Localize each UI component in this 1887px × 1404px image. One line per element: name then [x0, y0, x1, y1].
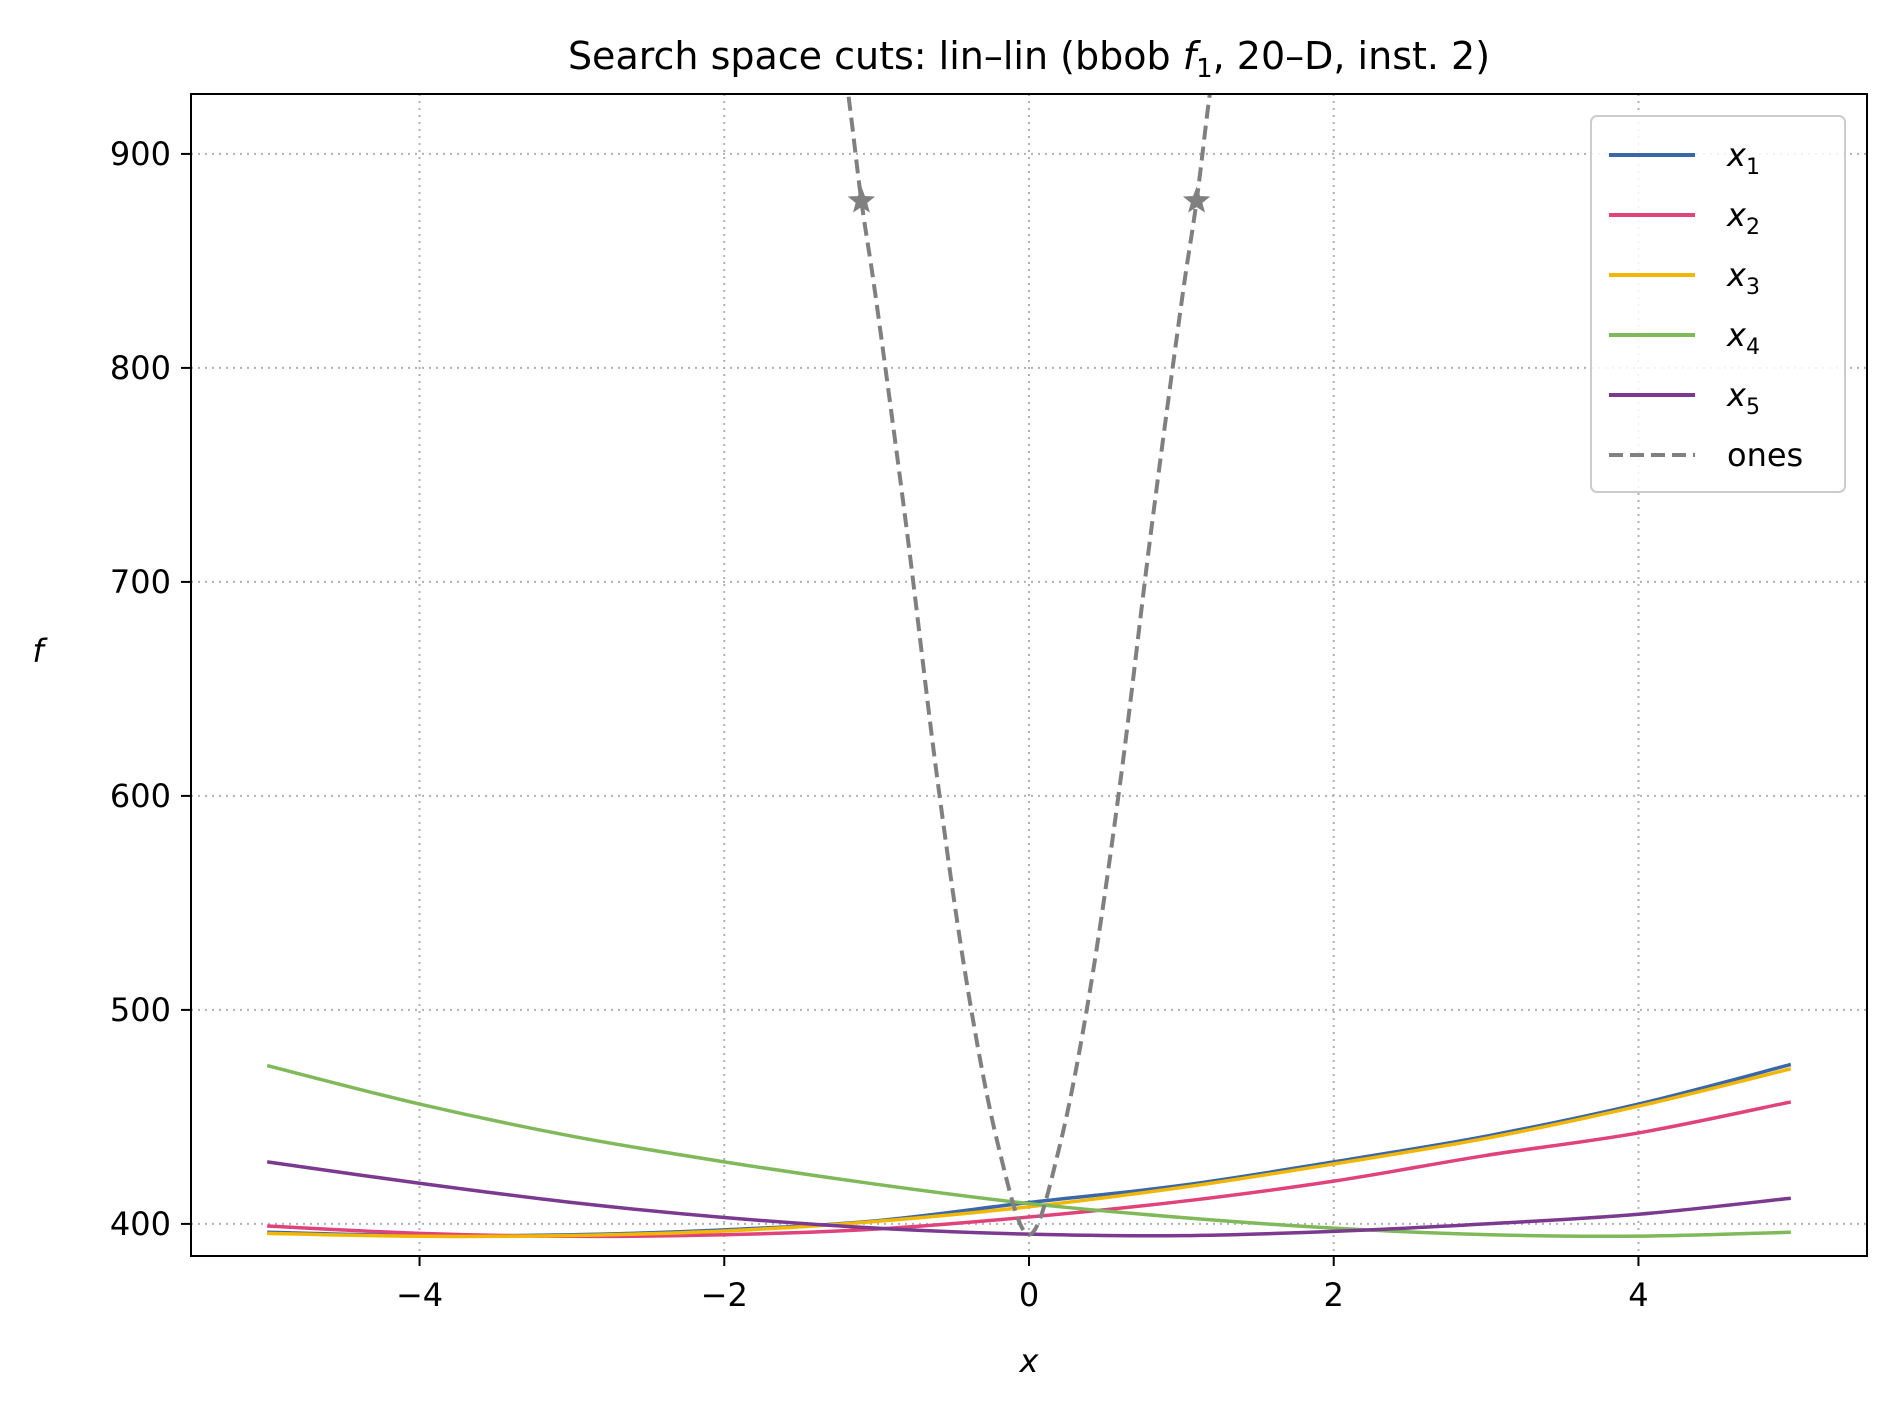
x-axis-label: x	[1019, 1342, 1040, 1380]
legend-entry-label: x4	[1726, 316, 1760, 360]
series-x1-line	[267, 1062, 1792, 1238]
x-tick-label: 2	[1324, 1276, 1344, 1314]
legend-entry-label: x1	[1726, 136, 1760, 180]
legend-entry-name: x	[1726, 136, 1747, 174]
legend-entry-name: x	[1726, 376, 1747, 414]
x-tick-label: 0	[1019, 1276, 1039, 1314]
x-tick-label: 4	[1628, 1276, 1648, 1314]
legend-entry-name: ones	[1727, 436, 1803, 474]
star-marker	[1182, 186, 1211, 213]
legend-entry-name: x	[1726, 316, 1747, 354]
legend-entry-label: x2	[1726, 196, 1760, 240]
legend-entry-name: x	[1726, 256, 1747, 294]
legend-entry-subscript: 5	[1746, 395, 1760, 420]
title-text-before: Search space cuts: lin–lin (bbob	[568, 34, 1183, 78]
y-tick-label: 900	[110, 135, 171, 173]
legend-entry-label: x5	[1726, 376, 1760, 420]
y-tick-label: 700	[110, 563, 171, 601]
x-tick-label: −2	[701, 1276, 748, 1314]
series-layer	[266, 94, 1792, 1239]
title-function-subscript: 1	[1196, 54, 1213, 84]
y-tick-label: 400	[110, 1205, 171, 1243]
x-tick-label: −4	[396, 1276, 443, 1314]
legend-entry-name: x	[1726, 196, 1747, 234]
legend-entry-subscript: 4	[1746, 335, 1760, 360]
y-tick-label: 800	[110, 349, 171, 387]
chart-title: Search space cuts: lin–lin (bbob f1, 20–…	[568, 34, 1490, 84]
series-x3-line	[267, 1067, 1792, 1239]
legend-entry-subscript: 2	[1746, 215, 1760, 240]
star-marker	[847, 186, 876, 213]
series-ones-line	[846, 94, 1212, 1237]
legend-box	[1590, 115, 1846, 493]
x-axis: −4 −2 0 2 4	[396, 1256, 1649, 1314]
y-tick-label: 600	[110, 777, 171, 815]
series-x4-line	[266, 1063, 1791, 1238]
legend-entry-label: x3	[1726, 256, 1760, 300]
legend-entry-subscript: 1	[1746, 155, 1760, 180]
y-axis: 400 500 600 700 800 900	[110, 135, 191, 1243]
title-text-after: , 20–D, inst. 2)	[1213, 34, 1490, 78]
y-axis-label: f	[32, 632, 48, 670]
y-tick-label: 500	[110, 991, 171, 1029]
grid	[191, 94, 1867, 1256]
legend-entry-label: ones	[1727, 436, 1803, 474]
legend-entry-subscript: 3	[1746, 275, 1760, 300]
